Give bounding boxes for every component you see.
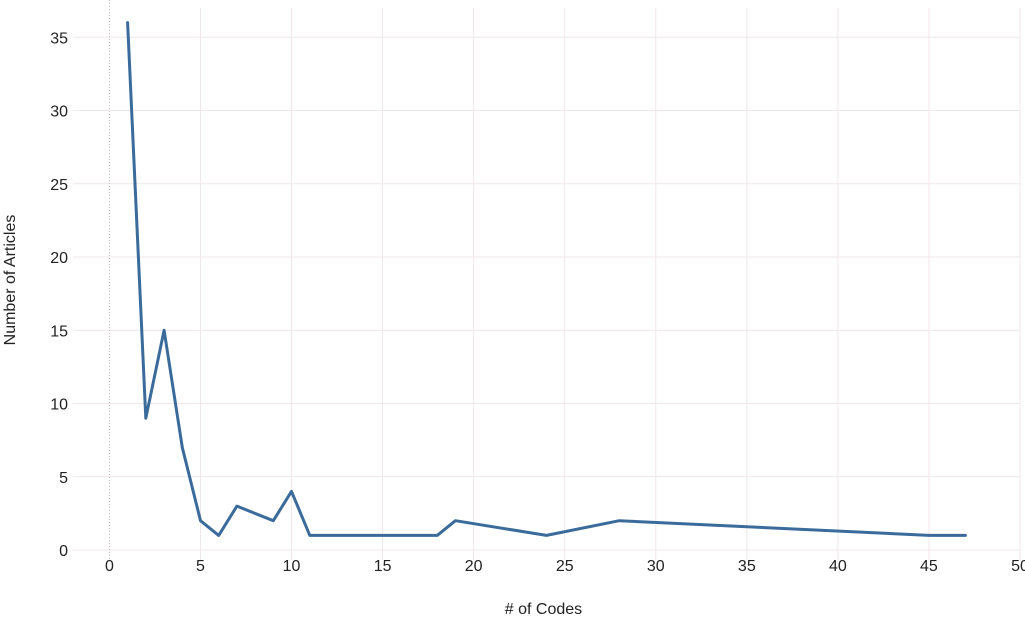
x-axis-title: # of Codes <box>505 601 582 618</box>
data-point <box>144 417 147 420</box>
x-tick-label-15: 15 <box>374 558 392 575</box>
data-point <box>290 490 293 493</box>
x-tick-label-10: 10 <box>283 558 301 575</box>
y-tick-label-10: 10 <box>50 397 68 414</box>
data-point <box>235 505 238 508</box>
data-point <box>454 519 457 522</box>
data-point <box>181 446 184 449</box>
data-point <box>545 534 548 537</box>
y-tick-labels: 0 5 10 15 20 25 30 35 <box>50 30 68 560</box>
data-point <box>163 329 166 332</box>
data-point <box>217 534 220 537</box>
data-point <box>964 534 967 537</box>
x-tick-label-35: 35 <box>738 558 756 575</box>
y-tick-label-35: 35 <box>50 30 68 47</box>
y-tick-label-25: 25 <box>50 177 68 194</box>
x-tick-label-5: 5 <box>196 558 205 575</box>
data-point <box>927 534 930 537</box>
data-point <box>436 534 439 537</box>
x-tick-labels: 0 5 10 15 20 25 30 35 40 45 50 <box>105 558 1025 575</box>
data-point <box>126 21 129 24</box>
data-point <box>618 519 621 522</box>
data-point <box>308 534 311 537</box>
series-line-0 <box>126 21 967 537</box>
y-tick-label-15: 15 <box>50 323 68 340</box>
y-axis-title: Number of Articles <box>2 215 19 346</box>
y-tick-label-30: 30 <box>50 104 68 121</box>
x-tick-label-30: 30 <box>647 558 665 575</box>
x-tick-label-45: 45 <box>920 558 938 575</box>
data-point <box>199 519 202 522</box>
x-tick-label-40: 40 <box>829 558 847 575</box>
y-tick-label-20: 20 <box>50 250 68 267</box>
grid-lines <box>73 8 1021 560</box>
series-layer <box>126 21 967 537</box>
x-tick-label-0: 0 <box>105 558 114 575</box>
y-tick-label-5: 5 <box>59 470 68 487</box>
x-tick-label-20: 20 <box>465 558 483 575</box>
x-tick-label-25: 25 <box>556 558 574 575</box>
data-point <box>272 519 275 522</box>
y-tick-label-0: 0 <box>59 543 68 560</box>
x-tick-label-50: 50 <box>1011 558 1025 575</box>
